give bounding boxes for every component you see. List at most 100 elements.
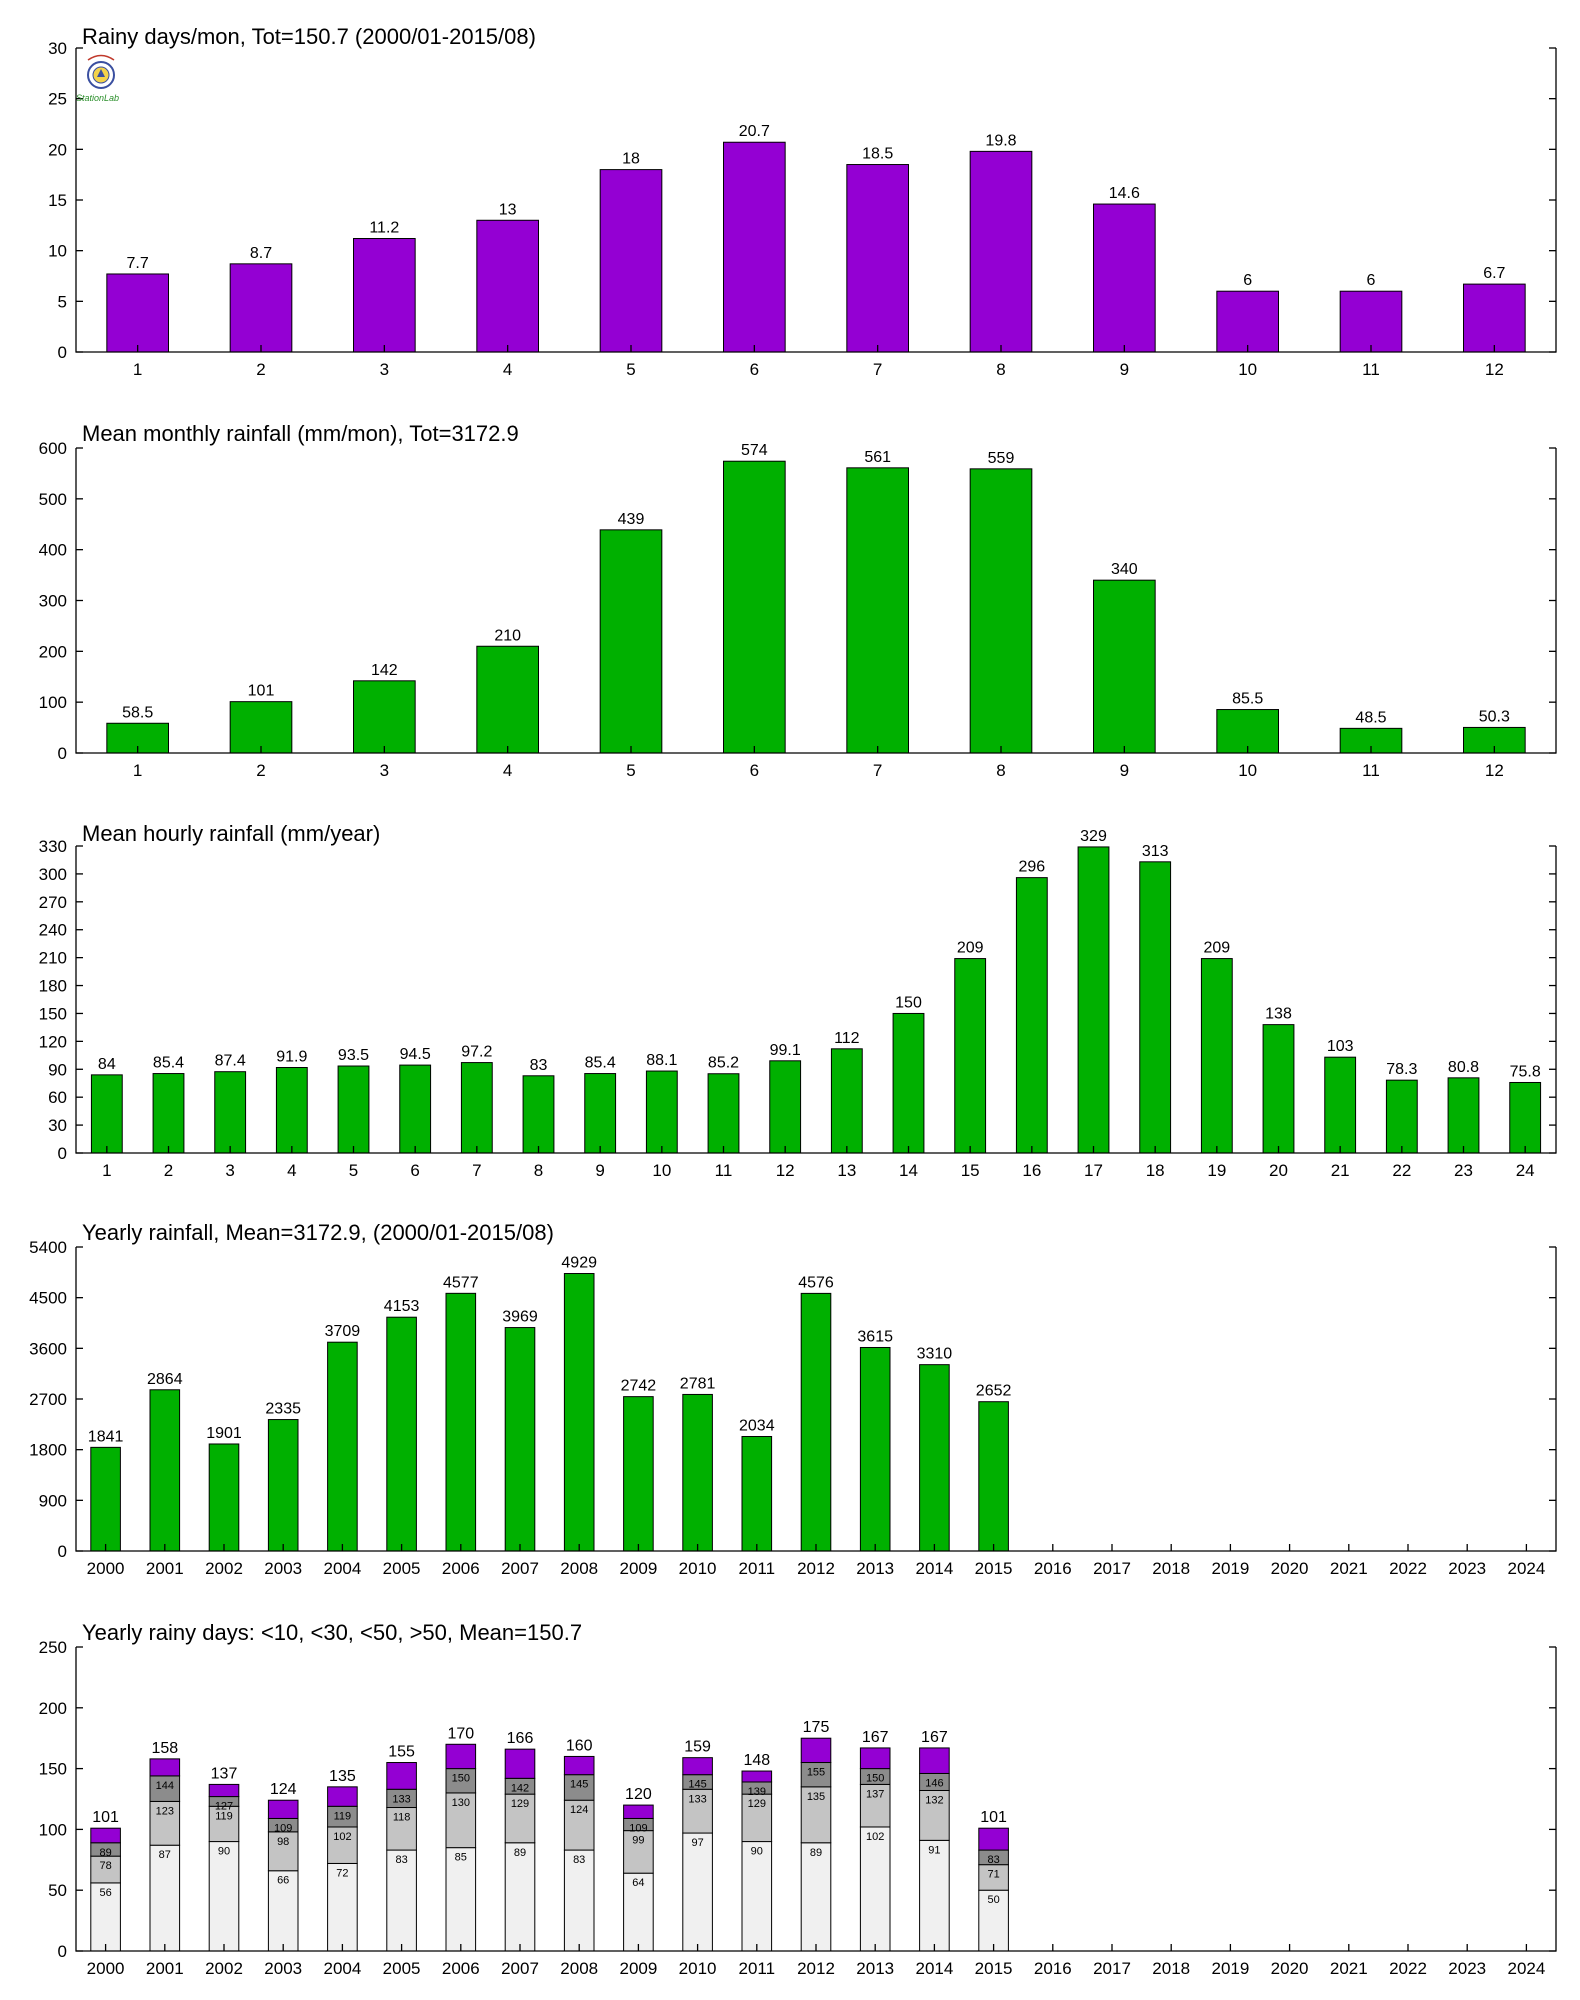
bar-2007 [504, 1327, 536, 1552]
stack-gt50-2002 [208, 1783, 240, 1798]
bar-2015 [978, 1401, 1009, 1552]
x-tick-label: 6 [750, 761, 759, 780]
data-label-17: 329 [1080, 828, 1107, 845]
stack-label-lt50-2010: 145 [688, 1779, 706, 1791]
chart-title: Yearly rainfall, Mean=3172.9, (2000/01-2… [82, 1220, 554, 1245]
x-tick-label: 2007 [501, 1959, 539, 1978]
data-label-3: 142 [371, 662, 398, 679]
data-label-2011: 2034 [739, 1417, 775, 1434]
data-label-12: 6.7 [1483, 265, 1505, 282]
y-tick-label: 270 [39, 893, 67, 912]
x-tick-label: 2013 [856, 1559, 894, 1578]
data-label-1: 84 [98, 1056, 116, 1073]
x-tick-label: 2018 [1152, 1959, 1190, 1978]
stack-label-lt50-2001: 144 [156, 1780, 174, 1792]
stack-label-lt10-2012: 89 [810, 1847, 822, 1859]
x-tick-label: 2019 [1211, 1559, 1249, 1578]
stack-lt10-2005 [386, 1849, 417, 1952]
total-label-2002: 137 [211, 1765, 238, 1782]
bar-21 [1324, 1056, 1357, 1154]
bar-9 [1093, 579, 1156, 754]
logo-text: StationLab [76, 93, 119, 103]
axes-frame [75, 448, 1557, 754]
bar-16 [1015, 877, 1048, 1154]
stack-label-lt30-2010: 133 [688, 1793, 706, 1805]
stack-label-lt10-2015: 50 [987, 1894, 999, 1906]
stack-lt10-2011 [741, 1841, 773, 1952]
x-tick-label: 2001 [146, 1559, 184, 1578]
data-label-9: 85.4 [585, 1055, 616, 1072]
data-label-1: 58.5 [122, 704, 153, 721]
chart-panel-5: Yearly rainy days: <10, <30, <50, >50, M… [39, 1620, 1557, 1978]
bar-8 [522, 1075, 555, 1154]
stack-lt10-2015 [978, 1889, 1009, 1952]
data-label-2006: 4577 [443, 1274, 479, 1291]
y-tick-label: 300 [39, 592, 67, 611]
data-label-14: 150 [895, 994, 922, 1011]
stack-label-lt10-2010: 97 [691, 1837, 703, 1849]
data-label-8: 559 [988, 450, 1015, 467]
data-label-7: 18.5 [862, 146, 893, 163]
stack-label-lt50-2005: 133 [392, 1793, 410, 1805]
stack-lt10-2007 [504, 1842, 536, 1952]
bar-4 [476, 219, 540, 353]
y-tick-label: 400 [39, 541, 67, 560]
data-label-2008: 4929 [561, 1255, 597, 1272]
stack-lt30-2007 [504, 1793, 536, 1844]
total-label-2007: 166 [507, 1730, 534, 1747]
bar-2 [229, 263, 293, 353]
x-tick-label: 2003 [264, 1559, 302, 1578]
bar-6 [723, 460, 786, 754]
bar-2005 [386, 1316, 417, 1552]
data-label-2001: 2864 [147, 1371, 183, 1388]
data-label-22: 78.3 [1386, 1061, 1417, 1078]
stack-lt50-2006 [445, 1768, 477, 1794]
stack-gt50-2004 [327, 1786, 358, 1807]
x-tick-label: 9 [595, 1161, 604, 1180]
data-label-3: 87.4 [215, 1053, 246, 1070]
bar-5 [599, 169, 663, 353]
stack-label-lt30-2009: 99 [632, 1835, 644, 1847]
data-label-5: 439 [618, 511, 645, 528]
x-tick-label: 8 [996, 360, 1005, 379]
total-label-2010: 159 [684, 1739, 711, 1756]
bar-10 [1216, 709, 1280, 754]
stack-gt50-2008 [563, 1755, 595, 1776]
x-tick-label: 2004 [323, 1959, 361, 1978]
stack-label-lt50-2007: 142 [511, 1782, 529, 1794]
data-label-18: 313 [1142, 843, 1169, 860]
y-tick-label: 60 [48, 1088, 67, 1107]
stack-gt50-2005 [386, 1762, 417, 1790]
x-tick-label: 2021 [1330, 1959, 1368, 1978]
stack-label-lt30-2000: 78 [99, 1860, 111, 1872]
bar-2010 [682, 1393, 713, 1552]
x-tick-label: 4 [287, 1161, 296, 1180]
stack-label-lt10-2006: 85 [455, 1852, 467, 1864]
stack-lt30-2001 [149, 1800, 181, 1846]
x-tick-label: 12 [1485, 360, 1504, 379]
station-lab-logo-icon: StationLab [76, 54, 119, 103]
stack-lt30-2013 [859, 1783, 891, 1828]
x-tick-label: 5 [349, 1161, 358, 1180]
x-tick-label: 10 [1238, 761, 1257, 780]
y-tick-label: 250 [39, 1638, 67, 1657]
bar-2 [152, 1073, 185, 1154]
bar-4 [275, 1067, 308, 1154]
stack-label-lt50-2014: 146 [925, 1777, 943, 1789]
bar-2001 [149, 1389, 181, 1552]
stack-label-lt50-2003: 109 [274, 1822, 292, 1834]
y-tick-label: 240 [39, 921, 67, 940]
bar-2013 [859, 1346, 891, 1552]
chart-panel-2: Mean monthly rainfall (mm/mon), Tot=3172… [39, 421, 1557, 780]
stack-lt10-2013 [859, 1826, 891, 1952]
x-tick-label: 3 [380, 761, 389, 780]
y-tick-label: 4500 [29, 1289, 67, 1308]
bar-9 [584, 1073, 617, 1154]
x-tick-label: 2003 [264, 1959, 302, 1978]
data-label-6: 94.5 [400, 1046, 431, 1063]
stack-label-lt30-2002: 119 [215, 1810, 233, 1822]
x-tick-label: 9 [1120, 360, 1129, 379]
x-tick-label: 22 [1392, 1161, 1411, 1180]
x-tick-label: 1 [102, 1161, 111, 1180]
stack-label-lt10-2002: 90 [218, 1846, 230, 1858]
